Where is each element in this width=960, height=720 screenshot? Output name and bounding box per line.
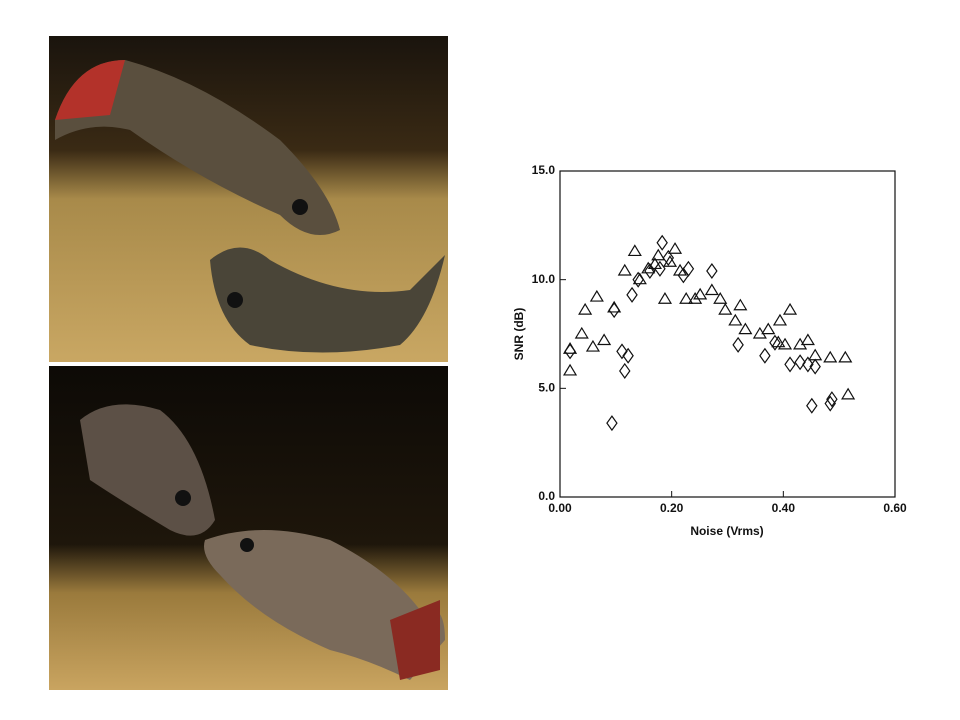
point <box>682 260 695 277</box>
scatter-plot: 0.00 0.20 0.40 0.60 0.0 5.0 10.0 15.0 <box>532 163 907 515</box>
point <box>718 302 733 315</box>
x-tick-label: 0.60 <box>883 501 907 515</box>
point <box>667 242 683 254</box>
point <box>679 292 694 304</box>
point <box>622 347 634 364</box>
point <box>769 334 781 351</box>
point <box>772 313 788 326</box>
point <box>823 350 838 363</box>
point <box>794 354 806 371</box>
point <box>619 362 631 379</box>
point <box>651 248 666 261</box>
point <box>777 337 793 350</box>
point <box>733 298 748 311</box>
y-axis-label: SNR (dB) <box>512 308 526 361</box>
point <box>809 358 821 375</box>
point <box>841 387 856 400</box>
point <box>800 333 815 346</box>
point <box>597 333 612 346</box>
point <box>806 397 818 414</box>
point <box>672 263 688 276</box>
point <box>627 244 642 257</box>
chart-panel <box>503 165 925 545</box>
point <box>606 415 618 432</box>
point <box>578 302 593 315</box>
point <box>704 283 719 296</box>
point <box>771 335 786 348</box>
x-axis-label: Noise (Vrms) <box>690 524 763 538</box>
point <box>564 343 576 360</box>
point <box>688 292 703 304</box>
point <box>662 255 678 267</box>
point <box>782 302 798 315</box>
point <box>693 287 708 300</box>
point <box>617 263 632 276</box>
point <box>826 391 838 408</box>
point <box>608 302 620 319</box>
point <box>644 262 656 280</box>
y-tick-label: 10.0 <box>532 272 556 286</box>
point <box>761 322 776 335</box>
point <box>657 292 673 304</box>
y-tick-label: 15.0 <box>532 163 556 177</box>
point <box>824 395 836 412</box>
point <box>656 234 668 251</box>
point <box>626 286 638 303</box>
point <box>838 350 853 363</box>
point <box>616 343 628 360</box>
point <box>802 356 814 373</box>
point <box>713 292 728 304</box>
point <box>793 337 808 350</box>
point <box>632 271 644 288</box>
point <box>585 339 601 352</box>
point <box>654 260 666 277</box>
x-tick-label: 0.40 <box>772 501 796 515</box>
y-tick-label: 5.0 <box>538 381 555 395</box>
plot-frame <box>559 170 896 498</box>
point <box>728 313 743 326</box>
point <box>738 322 753 335</box>
point <box>784 356 796 373</box>
point <box>759 347 771 364</box>
photo-top <box>49 36 448 362</box>
photo-bottom <box>49 366 448 690</box>
point <box>732 336 744 353</box>
point <box>662 249 675 266</box>
point <box>562 363 578 376</box>
point <box>574 326 589 339</box>
point <box>706 262 718 280</box>
point <box>641 261 656 274</box>
point <box>589 289 604 302</box>
y-tick-label: 0.0 <box>538 489 555 503</box>
x-tick-label: 0.20 <box>660 501 684 515</box>
x-tick-label: 0.00 <box>548 501 572 515</box>
